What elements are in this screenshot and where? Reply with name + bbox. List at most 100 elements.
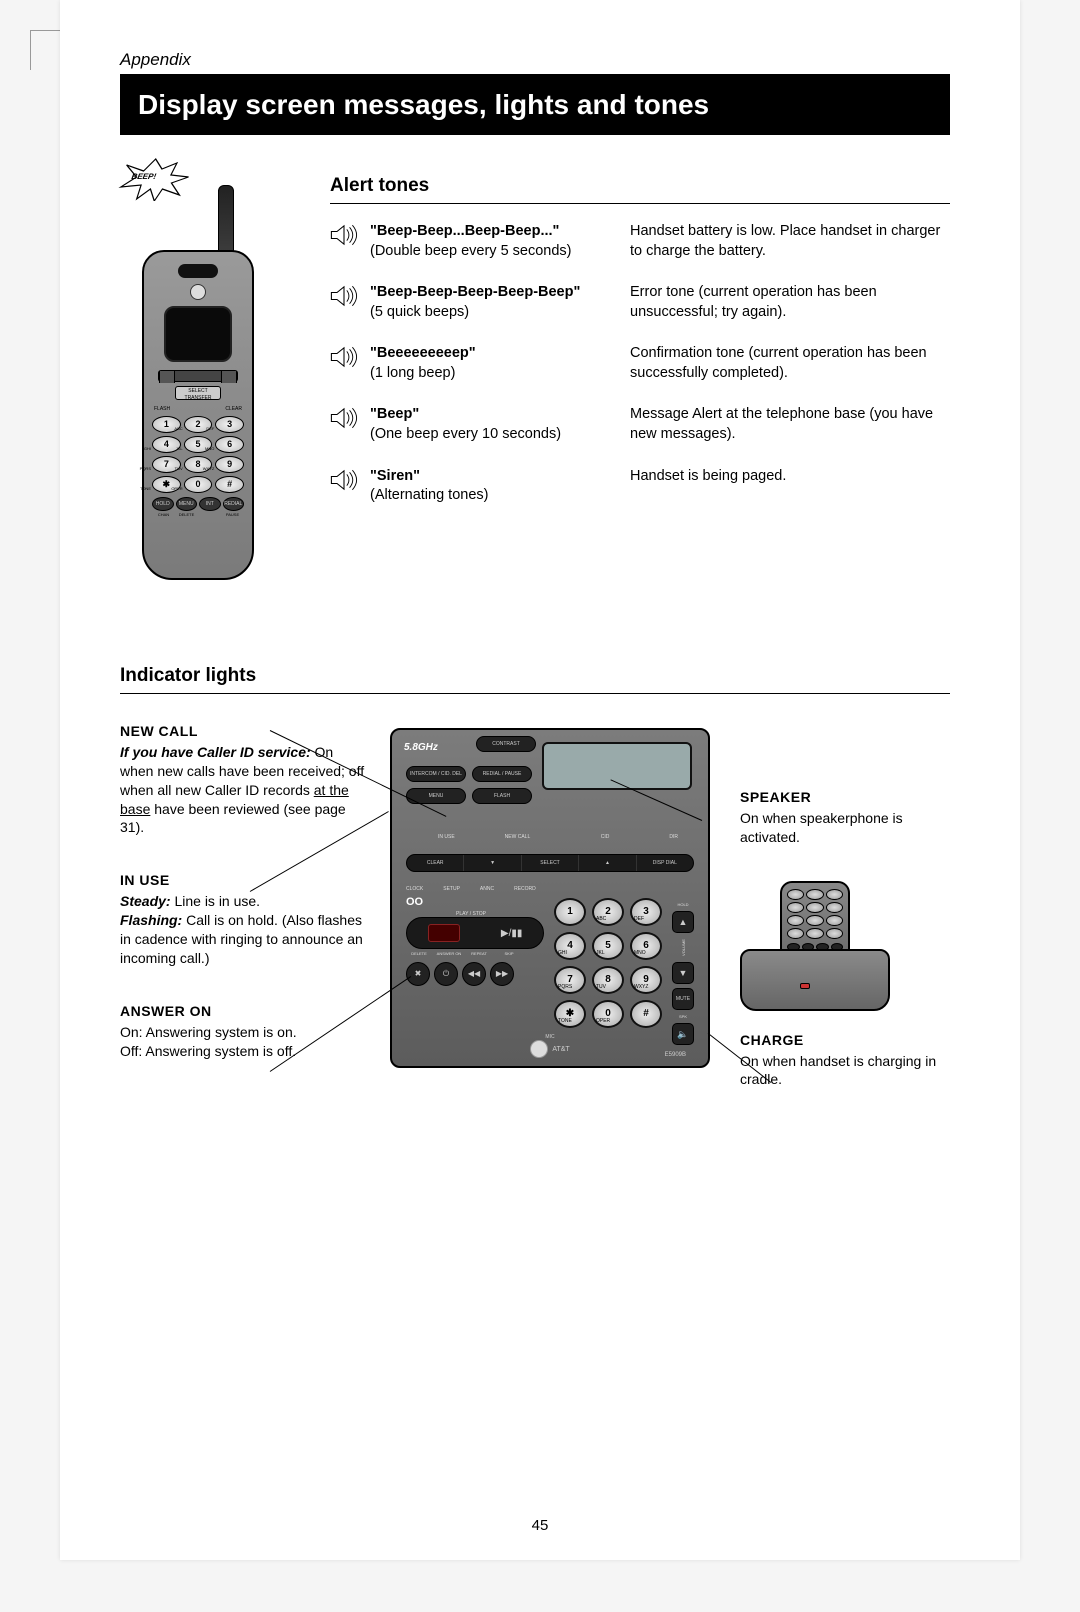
- tone-row: "Beep-Beep...Beep-Beep..."(Double beep e…: [330, 222, 950, 261]
- alert-tones-table: "Beep-Beep...Beep-Beep..."(Double beep e…: [330, 222, 950, 506]
- clear-label: CLEAR: [225, 406, 242, 412]
- cradle-illustration: [740, 881, 890, 1011]
- new-call-lead: If you have Caller ID service:: [120, 744, 311, 760]
- tone-sub: (Double beep every 5 seconds): [370, 242, 620, 262]
- answering-zone: CLOCKSETUPANNCRECORD OO PLAY / STOP ▶/▮▮…: [406, 886, 554, 986]
- select-button: SELECT TRANSFER: [175, 386, 221, 400]
- dial-key: 7PQRS: [554, 966, 586, 994]
- tone-row: "Siren"(Alternating tones)Handset is bei…: [330, 467, 950, 506]
- key-6: 6MNO: [215, 436, 244, 453]
- volume-rocker: [158, 370, 238, 382]
- bottom-key: REDIAL: [223, 497, 245, 511]
- att-logo-icon: [530, 1040, 548, 1058]
- dial-key: 5JKL: [592, 932, 624, 960]
- repeat-key: ◀◀: [462, 962, 486, 986]
- base-unit-illustration: 5.8GHz CONTRAST INTERCOM / CID. DEL REDI…: [390, 728, 710, 1068]
- alert-tones-section: Alert tones "Beep-Beep...Beep-Beep..."(D…: [330, 175, 950, 585]
- handset-bottom-labels: CHANDELETEPAUSE: [152, 512, 244, 517]
- new-call-led-label: NEW CALL: [505, 834, 531, 840]
- in-use-title: IN USE: [120, 871, 370, 890]
- intercom-button: INTERCOM / CID. DEL: [406, 766, 466, 782]
- dial-key: 1: [554, 898, 586, 926]
- handset-bottom-row: HOLDMENUINTREDIAL: [152, 497, 244, 511]
- tone-name: "Beep": [370, 405, 620, 425]
- tone-sub: (One beep every 10 seconds): [370, 425, 620, 445]
- charge-block: CHARGE On when handset is charging in cr…: [740, 1031, 950, 1090]
- tone-sub: (1 long beep): [370, 364, 620, 384]
- tone-desc: Message Alert at the telephone base (you…: [630, 405, 950, 444]
- base-dialpad: 12ABC3DEF4GHI5JKL6MNO7PQRS8TUV9WXYZ✱TONE…: [554, 898, 662, 1028]
- manual-page: Appendix Display screen messages, lights…: [60, 0, 1020, 1560]
- play-icon: ▶/▮▮: [501, 928, 522, 939]
- tone-row: "Beep-Beep-Beep-Beep-Beep"(5 quick beeps…: [330, 283, 950, 322]
- att-logo-icon: [190, 284, 206, 300]
- dir-label: DIR: [669, 834, 678, 840]
- dial-key: 4GHI: [554, 932, 586, 960]
- dial-key: ✱TONE: [554, 1000, 586, 1028]
- tone-desc: Error tone (current operation has been u…: [630, 283, 950, 322]
- vol-down-key: ▼: [672, 962, 694, 984]
- dial-key: 9WXYZ: [630, 966, 662, 994]
- speaker-icon: [330, 469, 360, 496]
- in-use-led-label: IN USE: [438, 834, 455, 840]
- handset-screen: [164, 306, 232, 362]
- vol-up-key: ▲: [672, 911, 694, 933]
- flash-button: FLASH: [472, 788, 532, 804]
- dial-key: #: [630, 1000, 662, 1028]
- beep-text: BEEP!: [131, 172, 157, 181]
- flash-label: FLASH: [154, 406, 170, 412]
- play-control: ▶/▮▮: [406, 917, 544, 949]
- dial-key: 2ABC: [592, 898, 624, 926]
- oo-logo: OO: [406, 896, 554, 908]
- model-number: E5909B: [665, 1052, 686, 1058]
- key-3: 3DEF: [215, 416, 244, 433]
- key-#: #: [215, 476, 244, 493]
- tone-desc: Handset battery is low. Place handset in…: [630, 222, 950, 261]
- speaker-icon: [330, 346, 360, 373]
- new-call-block: NEW CALL If you have Caller ID service: …: [120, 722, 370, 837]
- contrast-button: CONTRAST: [476, 736, 536, 752]
- freq-badge: 5.8GHz: [404, 742, 438, 753]
- handset-body: SELECT TRANSFER FLASH CLEAR 12ABC3DEF4GH…: [142, 250, 254, 580]
- volume-column: HOLD ▲ VOLUME ▼ MUTE SPK 🔈: [670, 902, 696, 1045]
- speaker-icon: [330, 224, 360, 251]
- tone-sub: (Alternating tones): [370, 486, 620, 506]
- tone-row: "Beep"(One beep every 10 seconds) Message…: [330, 405, 950, 444]
- charge-led: [800, 983, 810, 989]
- bottom-key: MENU: [176, 497, 198, 511]
- nav-pill: CLEAR ▼ SELECT ▲ DISP DIAL: [406, 854, 694, 872]
- redial-button: REDIAL / PAUSE: [472, 766, 532, 782]
- in-use-block: IN USE Steady: Line is in use. Flashing:…: [120, 871, 370, 967]
- new-call-title: NEW CALL: [120, 722, 370, 741]
- alert-tones-heading: Alert tones: [330, 175, 950, 204]
- dial-key: 0OPER: [592, 1000, 624, 1028]
- key-0: 0OPER: [184, 476, 213, 493]
- tones-row: BEEP! SELECT TRANSFER FLASH CLEAR 12ABC3…: [120, 175, 950, 585]
- cid-label: CID: [601, 834, 610, 840]
- answer-on-text: On: Answering system is on. Off: Answeri…: [120, 1024, 297, 1059]
- bottom-key: HOLD: [152, 497, 174, 511]
- dial-key: 8TUV: [592, 966, 624, 994]
- dial-key: 6MNO: [630, 932, 662, 960]
- speaker-icon: [330, 407, 360, 434]
- page-number: 45: [60, 1517, 1020, 1534]
- in-use-steady-label: Steady:: [120, 893, 171, 909]
- tone-desc: Confirmation tone (current operation has…: [630, 344, 950, 383]
- indicator-lights-section: Indicator lights NEW CALL If you have Ca…: [120, 665, 950, 1123]
- mute-key: MUTE: [672, 988, 694, 1010]
- speaker-text: On when speakerphone is activated.: [740, 810, 903, 845]
- delete-key: ✖: [406, 962, 430, 986]
- tone-name: "Beeeeeeeeep": [370, 344, 620, 364]
- in-use-steady-text: Line is in use.: [171, 893, 261, 909]
- indicator-lights-heading: Indicator lights: [120, 665, 950, 694]
- base-footer: MIC AT&T E5909B: [392, 1034, 708, 1058]
- answer-on-title: ANSWER ON: [120, 1002, 370, 1021]
- answer-on-block: ANSWER ON On: Answering system is on. Of…: [120, 1002, 370, 1061]
- skip-key: ▶▶: [490, 962, 514, 986]
- charge-title: CHARGE: [740, 1031, 950, 1050]
- bottom-key: INT: [199, 497, 221, 511]
- earpiece: [178, 264, 218, 278]
- tone-sub: (5 quick beeps): [370, 303, 620, 323]
- tone-desc: Handset is being paged.: [630, 467, 950, 487]
- section-label: Appendix: [120, 50, 950, 75]
